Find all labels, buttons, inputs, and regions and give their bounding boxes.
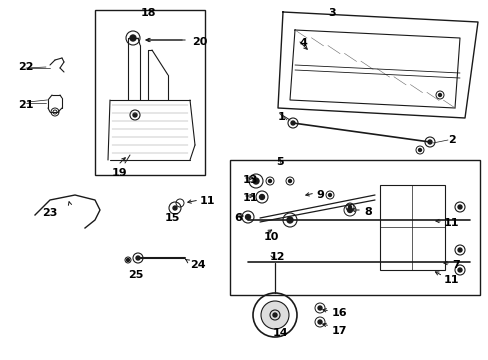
Text: 16: 16 xyxy=(331,308,347,318)
Text: 2: 2 xyxy=(447,135,455,145)
Text: 15: 15 xyxy=(164,213,179,223)
Text: 10: 10 xyxy=(264,232,279,242)
Circle shape xyxy=(317,306,321,310)
Text: 17: 17 xyxy=(331,326,347,336)
Text: 23: 23 xyxy=(42,208,57,218)
Text: 5: 5 xyxy=(276,157,283,167)
Text: 11: 11 xyxy=(443,218,459,228)
Text: 21: 21 xyxy=(18,100,34,110)
Text: 18: 18 xyxy=(140,8,156,18)
Circle shape xyxy=(457,248,461,252)
Text: 14: 14 xyxy=(272,328,287,338)
Circle shape xyxy=(457,268,461,272)
Bar xyxy=(379,185,444,270)
Circle shape xyxy=(130,35,136,41)
Circle shape xyxy=(290,121,294,125)
Circle shape xyxy=(418,148,421,152)
Circle shape xyxy=(245,215,250,220)
Text: 13: 13 xyxy=(243,175,258,185)
Circle shape xyxy=(136,256,140,260)
Circle shape xyxy=(268,180,271,183)
Circle shape xyxy=(126,258,129,261)
Bar xyxy=(95,10,204,175)
Text: 6: 6 xyxy=(234,213,242,223)
Text: 8: 8 xyxy=(363,207,371,217)
Text: 19: 19 xyxy=(112,168,127,178)
Circle shape xyxy=(133,113,137,117)
Text: 24: 24 xyxy=(190,260,205,270)
Circle shape xyxy=(347,207,352,212)
Circle shape xyxy=(427,140,431,144)
Text: 7: 7 xyxy=(451,260,459,270)
Circle shape xyxy=(457,205,461,209)
Circle shape xyxy=(261,301,288,329)
Circle shape xyxy=(438,94,441,96)
Circle shape xyxy=(173,206,177,210)
Text: 3: 3 xyxy=(327,8,335,18)
Circle shape xyxy=(328,193,331,197)
Circle shape xyxy=(272,313,276,317)
Text: 12: 12 xyxy=(269,252,285,262)
Text: 1: 1 xyxy=(278,112,285,122)
Text: 11: 11 xyxy=(200,196,215,206)
Circle shape xyxy=(252,178,259,184)
Circle shape xyxy=(286,217,292,223)
Circle shape xyxy=(317,320,321,324)
Circle shape xyxy=(348,206,351,208)
Circle shape xyxy=(288,180,291,183)
Text: 20: 20 xyxy=(192,37,207,47)
Text: 22: 22 xyxy=(18,62,34,72)
Text: 9: 9 xyxy=(315,190,323,200)
Text: 4: 4 xyxy=(299,38,307,48)
Text: 11: 11 xyxy=(243,193,258,203)
Text: 11: 11 xyxy=(443,275,459,285)
Circle shape xyxy=(259,194,264,199)
Text: 25: 25 xyxy=(128,270,143,280)
Bar xyxy=(229,160,479,295)
